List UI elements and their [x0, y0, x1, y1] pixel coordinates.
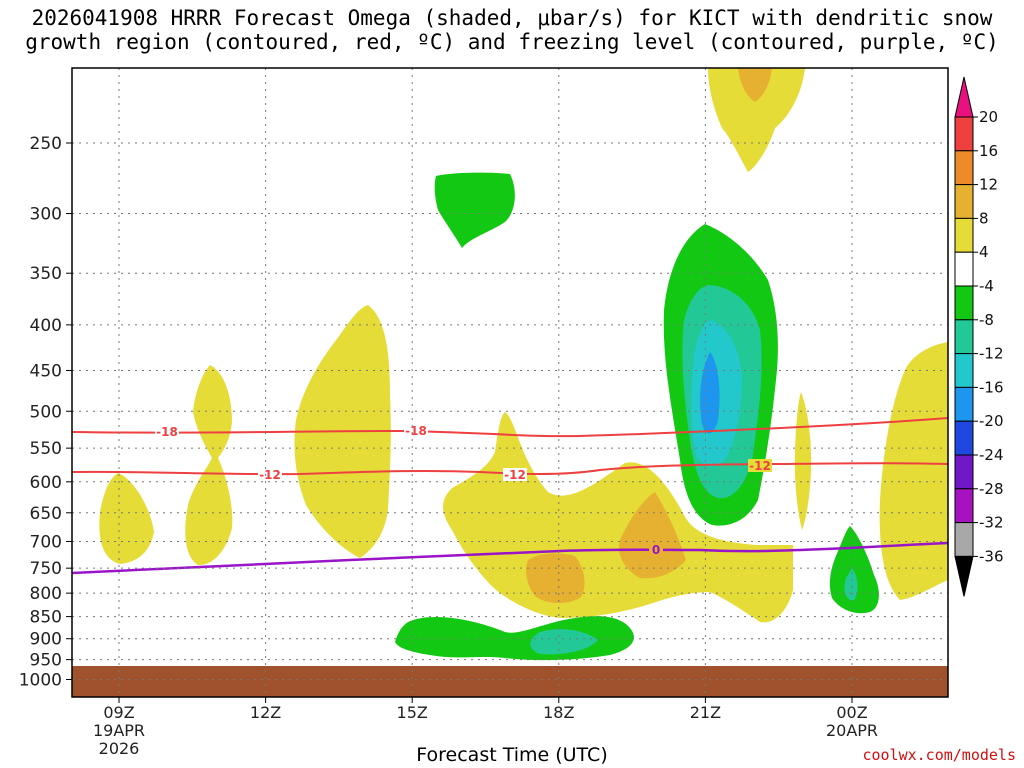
colorbar-box-2 [954, 150, 974, 186]
y-tick-label-1000: 1000 [19, 671, 62, 691]
colorbar-box-6 [954, 285, 974, 321]
omega-pos-11z [185, 365, 233, 566]
colorbar-box-13 [954, 522, 974, 557]
colorbar-label-6: -8 [979, 311, 994, 329]
omega-pos-top-right [708, 68, 805, 172]
contour-freezing-0 [72, 541, 948, 575]
colorbar-box-7 [954, 319, 974, 355]
omega-neg-12-00z [844, 568, 858, 601]
y-tick-label-950: 950 [30, 651, 62, 671]
colorbar-bottom-arrow [954, 555, 974, 597]
contour-label-minus18-b: -18 [405, 424, 427, 438]
y-axis: 2503003504004505005506006507007508008509… [19, 134, 72, 691]
colorbar-label-10: -24 [979, 446, 1004, 464]
omega-neg-15z-upper [434, 172, 515, 248]
y-tick-label-750: 750 [30, 559, 62, 579]
title-line-2: growth region (contoured, red, ºC) and f… [25, 30, 999, 54]
y-tick-label-550: 550 [30, 439, 62, 459]
colorbar-box-10 [954, 420, 974, 456]
omega-pos-8-top [738, 68, 772, 102]
colorbar-label-0: 20 [979, 108, 998, 126]
contour-label-freezing: 0 [652, 543, 660, 557]
colorbar-box-11 [954, 454, 974, 490]
chart-title: 2026041908 HRRR Forecast Omega (shaded, … [0, 6, 1024, 54]
y-tick-label-400: 400 [30, 316, 62, 336]
omega-neg-00z [829, 526, 879, 614]
colorbar-label-13: -36 [979, 547, 1004, 565]
y-tick-label-300: 300 [30, 205, 62, 225]
omega-pos-8-18z [526, 553, 585, 604]
y-tick-label-450: 450 [30, 361, 62, 381]
y-tick-label-250: 250 [30, 134, 62, 154]
colorbar-label-8: -16 [979, 378, 1004, 396]
colorbar-label-12: -32 [979, 514, 1004, 532]
x-tick-date-09Z: 19APR [93, 721, 145, 740]
x-tick-year-09Z: 2026 [99, 739, 140, 758]
omega-neg-12-low [530, 629, 598, 655]
x-axis-title: Forecast Time (UTC) [416, 744, 608, 766]
x-tick-label-21Z: 21Z [690, 703, 721, 722]
x-tick-date-00Z: 20APR [826, 721, 878, 740]
x-tick-label-09Z: 09Z [103, 703, 134, 722]
contour-label-minus12-b: -12 [504, 468, 526, 482]
colorbar: 20 16 12 8 4 -4 -8 -12 -16 -20 -24 -28 -32 -36 [954, 76, 1004, 597]
contour-label-minus18-a: -18 [156, 425, 178, 439]
ground-fill [72, 666, 948, 697]
omega-pos-09z [99, 473, 154, 564]
colorbar-box-12 [954, 488, 974, 524]
colorbar-label-7: -12 [979, 345, 1004, 363]
omega-neg-20-21z [700, 352, 720, 434]
x-tick-label-15Z: 15Z [397, 703, 428, 722]
colorbar-label-4: 4 [979, 243, 989, 261]
colorbar-label-5: -4 [979, 277, 994, 295]
colorbar-box-3 [954, 184, 974, 219]
y-tick-label-800: 800 [30, 584, 62, 604]
contour-label-minus12-c: -12 [749, 459, 771, 473]
colorbar-label-2: 12 [979, 176, 998, 194]
y-tick-label-700: 700 [30, 532, 62, 552]
colorbar-box-5 [954, 251, 974, 287]
colorbar-label-9: -20 [979, 412, 1004, 430]
y-tick-label-350: 350 [30, 264, 62, 284]
colorbar-box-9 [954, 386, 974, 422]
x-tick-label-00Z: 00Z [836, 703, 867, 722]
omega-pos-8-20z [619, 492, 686, 579]
omega-neg-low [395, 616, 634, 661]
omega-pos-2230z [794, 392, 812, 530]
colorbar-box-8 [954, 353, 974, 388]
colorbar-top-arrow [954, 76, 974, 118]
contour-minus18 [72, 417, 948, 438]
y-tick-label-650: 650 [30, 504, 62, 524]
y-tick-label-850: 850 [30, 608, 62, 628]
y-tick-label-600: 600 [30, 473, 62, 493]
y-tick-label-900: 900 [30, 630, 62, 650]
plot-frame [71, 67, 949, 698]
x-tick-label-18Z: 18Z [543, 703, 574, 722]
x-tick-label-12Z: 12Z [250, 703, 281, 722]
colorbar-label-1: 16 [979, 142, 998, 160]
colorbar-box-4 [954, 217, 974, 253]
omega-pos-right [879, 342, 948, 600]
y-tick-label-500: 500 [30, 402, 62, 422]
colorbar-box-1 [954, 116, 974, 152]
colorbar-label-11: -28 [979, 480, 1004, 498]
contour-label-minus12-a: -12 [259, 468, 281, 482]
title-line-1: 2026041908 HRRR Forecast Omega (shaded, … [31, 6, 993, 30]
colorbar-label-3: 8 [979, 209, 989, 227]
credit-text: coolwx.com/models [862, 746, 1016, 764]
